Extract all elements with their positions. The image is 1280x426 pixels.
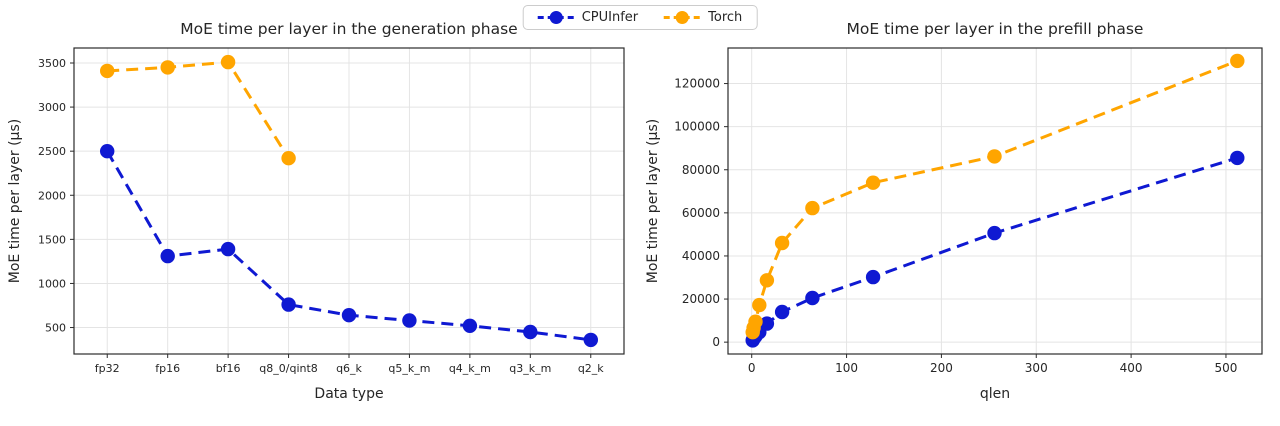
svg-text:0: 0: [748, 361, 756, 375]
data-point-Torch: [160, 60, 175, 75]
data-point-Torch: [220, 54, 236, 70]
data-point-Torch: [752, 297, 767, 313]
data-point-Torch: [759, 273, 775, 288]
svg-text:200: 200: [930, 361, 953, 375]
data-point-Torch: [281, 151, 296, 166]
x-axis-label: Data type: [314, 386, 383, 402]
y-axis-label: MoE time per layer (µs): [7, 119, 23, 283]
series-group: [100, 54, 598, 348]
series-group: [745, 53, 1245, 348]
svg-text:0: 0: [712, 335, 720, 349]
svg-text:400: 400: [1120, 361, 1143, 375]
gridlines: [728, 48, 1262, 354]
svg-text:3000: 3000: [38, 101, 66, 114]
legend-marker-torch: [664, 10, 701, 25]
svg-text:20000: 20000: [682, 292, 720, 306]
data-point-CPUInfer: [1230, 150, 1245, 166]
svg-text:300: 300: [1025, 361, 1048, 375]
data-point-CPUInfer: [220, 241, 236, 257]
series-line-Torch: [751, 59, 1238, 333]
svg-text:fp32: fp32: [95, 362, 120, 375]
data-point-CPUInfer: [583, 332, 598, 348]
data-point-CPUInfer: [462, 318, 478, 333]
prefill-phase-chart-svg: 0 100 200 300 400 500 0 20000 40000 60000 80000 100…: [645, 20, 1263, 402]
svg-text:fp16: fp16: [155, 362, 180, 375]
series-line-Torch: [107, 60, 290, 159]
data-point-Torch: [774, 235, 790, 251]
svg-text:100: 100: [835, 361, 858, 375]
data-point-Torch: [865, 175, 881, 190]
chart-generation-phase: fp32 fp16 bf16 q8_0/qint8 q6_k q5_k_m q4_k_m q3…: [2, 8, 640, 408]
legend-item-torch: Torch: [664, 10, 742, 25]
data-point-CPUInfer: [402, 313, 417, 328]
generation-phase-chart-svg: fp32 fp16 bf16 q8_0/qint8 q6_k q5_k_m q4_k_m q3…: [7, 20, 625, 402]
chart-title: MoE time per layer in the prefill phase: [847, 20, 1144, 38]
svg-text:1500: 1500: [38, 233, 66, 246]
legend-label-torch: Torch: [708, 10, 743, 25]
data-point-CPUInfer: [805, 290, 820, 306]
data-point-Torch: [987, 149, 1002, 164]
data-point-Torch: [748, 314, 763, 329]
svg-text:q4_k_m: q4_k_m: [449, 362, 491, 375]
data-point-CPUInfer: [774, 304, 790, 320]
data-point-CPUInfer: [987, 225, 1002, 241]
svg-text:60000: 60000: [682, 206, 720, 220]
data-point-Torch: [100, 63, 115, 79]
svg-text:q6_k: q6_k: [336, 362, 362, 375]
legend-item-cpuinfer: CPUInfer: [537, 10, 639, 25]
circle-marker-swatch: [675, 11, 689, 24]
legend: CPUInfer Torch: [522, 5, 758, 30]
circle-marker-swatch: [549, 11, 563, 24]
data-point-CPUInfer: [160, 248, 175, 264]
svg-text:40000: 40000: [682, 249, 720, 263]
tick-labels: fp32 fp16 bf16 q8_0/qint8 q6_k q5_k_m q4_k_m q3…: [38, 57, 604, 375]
svg-text:2000: 2000: [38, 189, 66, 202]
svg-text:q2_k: q2_k: [578, 362, 604, 375]
svg-text:q8_0/qint8: q8_0/qint8: [259, 362, 318, 375]
charts-row: fp32 fp16 bf16 q8_0/qint8 q6_k q5_k_m q4_k_m q3…: [2, 8, 1278, 408]
tick-labels: 0 100 200 300 400 500 0 20000 40000 60000 80000 100…: [674, 77, 1237, 375]
legend-label-cpuinfer: CPUInfer: [581, 10, 639, 25]
svg-text:q5_k_m: q5_k_m: [388, 362, 430, 375]
svg-text:q3_k_m: q3_k_m: [509, 362, 551, 375]
series-line-CPUInfer: [751, 156, 1238, 342]
data-point-Torch: [1230, 53, 1245, 69]
plot-border: [727, 47, 1263, 355]
data-point-CPUInfer: [759, 316, 775, 331]
svg-text:3500: 3500: [38, 57, 66, 70]
gridlines: [74, 48, 624, 354]
data-point-CPUInfer: [281, 297, 296, 312]
svg-text:80000: 80000: [682, 163, 720, 177]
svg-text:120000: 120000: [674, 77, 720, 91]
data-point-CPUInfer: [865, 269, 881, 285]
data-point-CPUInfer: [100, 144, 115, 159]
data-point-Torch: [805, 200, 820, 216]
svg-text:100000: 100000: [674, 120, 720, 134]
data-point-CPUInfer: [523, 324, 538, 340]
svg-text:bf16: bf16: [216, 362, 241, 375]
y-axis-label: MoE time per layer (µs): [645, 119, 661, 283]
legend-marker-cpuinfer: [537, 10, 574, 25]
svg-text:1000: 1000: [38, 277, 66, 290]
tick-marks: [724, 83, 1227, 358]
chart-title: MoE time per layer in the generation pha…: [180, 20, 517, 38]
svg-text:500: 500: [1215, 361, 1238, 375]
svg-text:500: 500: [45, 322, 66, 335]
data-point-CPUInfer: [341, 308, 357, 323]
chart-prefill-phase: 0 100 200 300 400 500 0 20000 40000 60000 80000 100…: [640, 8, 1278, 408]
tick-marks: [70, 62, 592, 358]
svg-text:2500: 2500: [38, 145, 66, 158]
x-axis-label: qlen: [980, 386, 1010, 402]
